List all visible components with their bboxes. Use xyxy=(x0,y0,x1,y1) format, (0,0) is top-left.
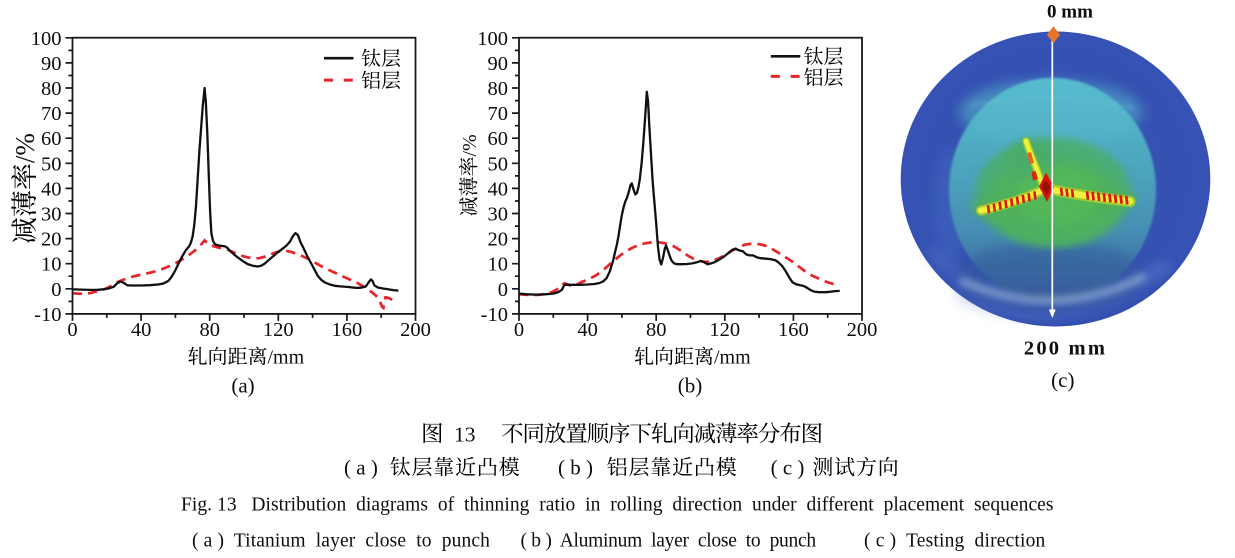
svg-text:120: 120 xyxy=(263,319,294,341)
svg-text:-10: -10 xyxy=(481,304,508,326)
svg-text:50: 50 xyxy=(488,153,509,175)
svg-text:/mm: /mm xyxy=(714,347,751,369)
svg-text:( a ) Titanium layer close: ( a ) Titanium layer close to punch xyxy=(192,531,490,552)
svg-text:( b ): ( b ) xyxy=(558,456,593,480)
svg-text:80: 80 xyxy=(199,319,220,341)
svg-text:(b): (b) xyxy=(678,374,703,398)
svg-text:(a): (a) xyxy=(231,374,254,398)
svg-text:50: 50 xyxy=(41,153,62,175)
svg-text:80: 80 xyxy=(488,78,509,100)
svg-text:160: 160 xyxy=(332,319,363,341)
svg-text:200: 200 xyxy=(847,319,878,341)
svg-text:0: 0 xyxy=(51,279,61,301)
svg-text:60: 60 xyxy=(488,128,509,150)
svg-text:0: 0 xyxy=(67,319,77,341)
svg-text:20: 20 xyxy=(41,229,62,251)
svg-text:70: 70 xyxy=(41,103,62,125)
svg-text:30: 30 xyxy=(488,204,509,226)
svg-text:20: 20 xyxy=(488,229,509,251)
svg-text:/mm: /mm xyxy=(268,347,305,369)
svg-text:60: 60 xyxy=(41,128,62,150)
svg-text:80: 80 xyxy=(646,319,667,341)
svg-text:13: 13 xyxy=(454,422,476,446)
svg-text:160: 160 xyxy=(778,319,809,341)
svg-text:90: 90 xyxy=(488,53,509,75)
svg-text:0 mm: 0 mm xyxy=(1047,2,1093,23)
svg-text:200: 200 xyxy=(400,319,431,341)
svg-text:120: 120 xyxy=(709,319,740,341)
svg-text:Fig. 13 Distribution diagra: Fig. 13 Distribution diagrams of thinnin… xyxy=(181,495,1054,516)
svg-text:100: 100 xyxy=(477,28,508,50)
svg-text:10: 10 xyxy=(41,254,62,276)
svg-text:40: 40 xyxy=(41,178,62,200)
svg-text:(c): (c) xyxy=(1051,368,1074,392)
svg-text:( c ): ( c ) xyxy=(771,456,805,480)
svg-text:0: 0 xyxy=(514,319,524,341)
svg-text:( b ) Aluminum layer close: ( b ) Aluminum layer close to punch xyxy=(521,531,817,552)
svg-text:40: 40 xyxy=(131,319,152,341)
svg-text:( c ) Testing direction: ( c ) Testing direction xyxy=(864,531,1046,552)
svg-text:100: 100 xyxy=(31,28,62,50)
svg-text:40: 40 xyxy=(577,319,598,341)
svg-text:70: 70 xyxy=(488,103,509,125)
svg-text:200 mm: 200 mm xyxy=(1024,338,1107,360)
svg-text:90: 90 xyxy=(41,53,62,75)
svg-text:30: 30 xyxy=(41,204,62,226)
svg-text:80: 80 xyxy=(41,78,62,100)
svg-text:/%: /% xyxy=(10,133,40,163)
svg-text:0: 0 xyxy=(498,279,508,301)
svg-text:40: 40 xyxy=(488,178,509,200)
svg-text:-10: -10 xyxy=(34,304,61,326)
svg-text:/%: /% xyxy=(459,134,481,156)
svg-text:10: 10 xyxy=(488,254,509,276)
svg-text:( a ): ( a ) xyxy=(344,456,378,480)
